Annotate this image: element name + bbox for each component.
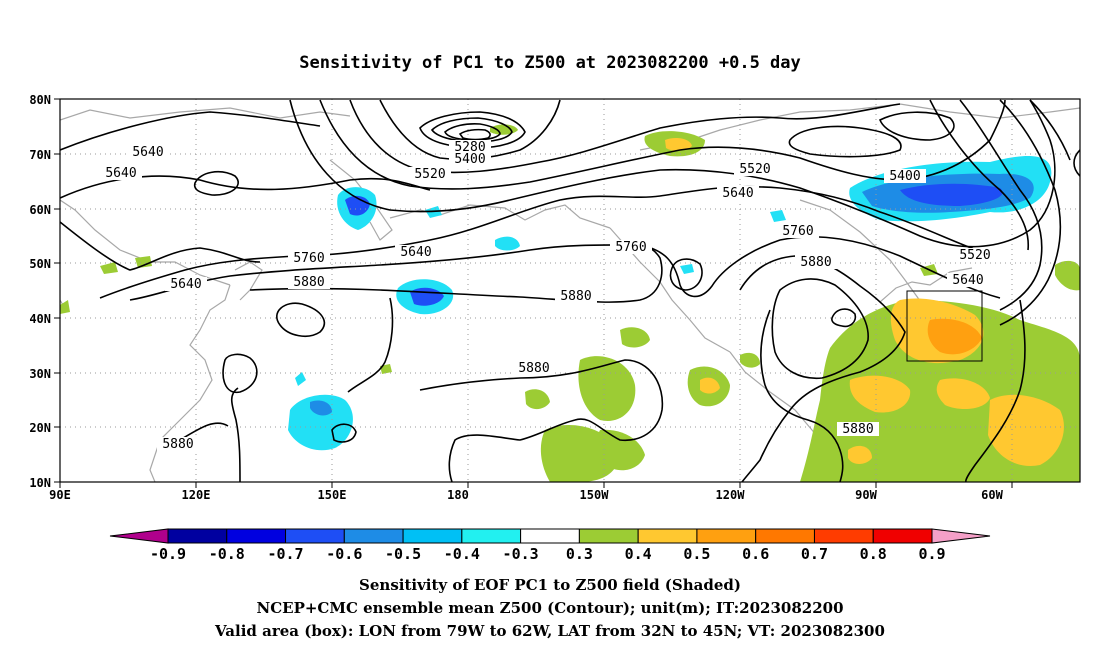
colorbar-cell — [637, 528, 698, 544]
contour-label: 5640 — [105, 166, 136, 181]
figure-title: Sensitivity of PC1 to Z500 at 2023082200… — [299, 53, 801, 73]
colorbar-tick-label: 0.8 — [860, 545, 887, 563]
contour-label: 5400 — [889, 169, 920, 184]
colorbar-cell — [813, 528, 874, 544]
colorbar-cell — [578, 528, 639, 544]
colorbar-cell — [402, 528, 463, 544]
contour-label: 5520 — [739, 162, 770, 177]
colorbar-tick-label: -0.6 — [326, 545, 362, 563]
graticule — [60, 99, 1080, 482]
contour-label: 5880 — [560, 289, 591, 304]
colorbar-tick-label: -0.9 — [150, 545, 186, 563]
contour-label: 5640 — [722, 186, 753, 201]
lat-label: 40N — [29, 312, 51, 326]
lat-label: 60N — [29, 203, 51, 217]
contour-label: 5880 — [293, 275, 324, 290]
contour-label: 5640 — [132, 145, 163, 160]
colorbar-tick-label: -0.7 — [267, 545, 303, 563]
lon-label: 120E — [182, 488, 211, 502]
contour-label: 5880 — [162, 437, 193, 452]
lat-label: 10N — [29, 476, 51, 490]
caption-line-2: NCEP+CMC ensemble mean Z500 (Contour); u… — [257, 599, 844, 617]
colorbar-cell — [226, 528, 287, 544]
lon-label: 180 — [447, 488, 469, 502]
colorbar-cell — [461, 528, 522, 544]
lon-label: 90E — [49, 488, 71, 502]
lat-label: 50N — [29, 257, 51, 271]
lon-label: 120W — [716, 488, 746, 502]
lon-label: 90W — [855, 488, 877, 502]
contour-label: 5280 — [454, 140, 485, 155]
lat-label: 30N — [29, 367, 51, 381]
colorbar-cell — [343, 528, 404, 544]
colorbar-tick-label: -0.3 — [503, 545, 539, 563]
colorbar-cell — [872, 528, 933, 544]
map-panel: 5640 5640 5640 5280 5400 5520 5640 5760 … — [29, 93, 1081, 502]
contour-label: 5640 — [400, 245, 431, 260]
colorbar-under-triangle — [109, 528, 169, 544]
colorbar-tick-label: 0.9 — [918, 545, 945, 563]
lon-label: 150W — [580, 488, 610, 502]
contour-label: 5520 — [414, 167, 445, 182]
contour-label: 5760 — [293, 251, 324, 266]
colorbar-cell — [696, 528, 757, 544]
positive-sensitivity-shading — [60, 124, 1080, 482]
colorbar-cell — [755, 528, 815, 544]
colorbar-tick-label: 0.7 — [801, 545, 828, 563]
valid-area-box — [906, 290, 983, 362]
colorbar-over-triangle — [931, 528, 991, 544]
contour-label: 5760 — [782, 224, 813, 239]
contour-label: 5640 — [170, 277, 201, 292]
colorbar-tick-label: -0.5 — [385, 545, 421, 563]
colorbar-cell — [520, 528, 580, 544]
colorbar: -0.9 -0.8 -0.7 -0.6 -0.5 -0.4 -0.3 0.3 0.4 0.5 0.6… — [109, 528, 991, 563]
colorbar-tick-label: -0.8 — [209, 545, 245, 563]
colorbar-tick-label: 0.4 — [625, 545, 652, 563]
contour-label: 5400 — [454, 152, 485, 167]
lat-label: 80N — [29, 93, 51, 107]
colorbar-tick-label: 0.6 — [742, 545, 769, 563]
contour-labels: 5640 5640 5640 5280 5400 5520 5640 5760 … — [100, 140, 996, 452]
lat-label: 70N — [29, 148, 51, 162]
contour-label: 5880 — [842, 422, 873, 437]
colorbar-tick-label: 0.5 — [683, 545, 710, 563]
negative-sensitivity-shading — [288, 156, 1052, 451]
contour-label: 5880 — [800, 255, 831, 270]
lon-label: 60W — [981, 488, 1003, 502]
latitude-labels: 80N 70N 60N 50N 40N 30N 20N 10N — [29, 93, 51, 490]
caption-line-3: Valid area (box): LON from 79W to 62W, L… — [214, 622, 885, 640]
contour-label: 5760 — [615, 240, 646, 255]
colorbar-tick-label: 0.3 — [566, 545, 593, 563]
colorbar-tick-label: -0.4 — [444, 545, 480, 563]
colorbar-cell — [167, 528, 228, 544]
axis-ticks — [54, 98, 1013, 488]
lon-label: 150E — [318, 488, 347, 502]
contour-label: 5880 — [518, 361, 549, 376]
caption-line-1: Sensitivity of EOF PC1 to Z500 field (Sh… — [359, 576, 741, 594]
colorbar-cell — [285, 528, 345, 544]
longitude-labels: 90E 120E 150E 180 150W 120W 90W 60W — [49, 488, 1003, 502]
caption: Sensitivity of EOF PC1 to Z500 field (Sh… — [214, 576, 885, 640]
lat-label: 20N — [29, 421, 51, 435]
contour-label: 5520 — [959, 248, 990, 263]
contour-label: 5640 — [952, 273, 983, 288]
